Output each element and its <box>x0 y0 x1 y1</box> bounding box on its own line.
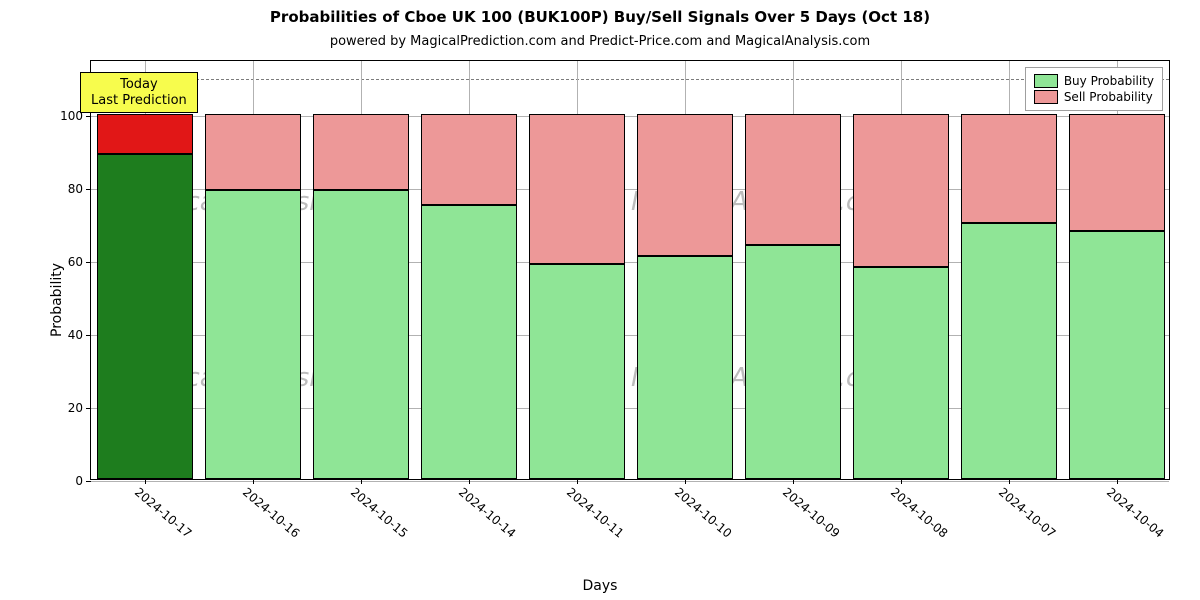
xtick-label: 2024-10-09 <box>780 485 842 541</box>
legend-label: Sell Probability <box>1064 90 1153 104</box>
xtick-label: 2024-10-11 <box>564 485 626 541</box>
bar-segment-sell <box>1069 114 1164 231</box>
xtick-mark <box>253 479 254 484</box>
bar-segment-sell <box>205 114 300 191</box>
xtick-label: 2024-10-08 <box>888 485 950 541</box>
legend-swatch <box>1034 90 1058 104</box>
annotation-line: Today <box>91 77 187 93</box>
xtick-label: 2024-10-17 <box>132 485 194 541</box>
xtick-label: 2024-10-16 <box>240 485 302 541</box>
bar-segment-sell <box>853 114 948 267</box>
ytick-label: 80 <box>68 182 91 196</box>
xtick-mark <box>685 479 686 484</box>
xtick-mark <box>469 479 470 484</box>
xtick-label: 2024-10-07 <box>996 485 1058 541</box>
annotation-today: TodayLast Prediction <box>80 72 198 113</box>
bar-segment-sell <box>421 114 516 205</box>
bar-segment-buy <box>637 256 732 479</box>
chart-subtitle: powered by MagicalPrediction.com and Pre… <box>0 34 1200 49</box>
bar-segment-buy <box>205 190 300 479</box>
x-axis-label: Days <box>583 578 618 594</box>
bar-segment-sell <box>745 114 840 245</box>
legend-swatch <box>1034 74 1058 88</box>
annotation-line: Last Prediction <box>91 93 187 109</box>
xtick-label: 2024-10-10 <box>672 485 734 541</box>
legend: Buy Probability Sell Probability <box>1025 67 1163 111</box>
xtick-mark <box>577 479 578 484</box>
legend-item: Buy Probability <box>1034 74 1154 88</box>
ytick-label: 60 <box>68 255 91 269</box>
ytick-label: 40 <box>68 328 91 342</box>
chart-container: Probabilities of Cboe UK 100 (BUK100P) B… <box>0 0 1200 600</box>
ytick-label: 20 <box>68 401 91 415</box>
bar-segment-sell <box>961 114 1056 224</box>
plot-area: MagicalAnalysis.comMagicalAnalysis.comMa… <box>90 60 1170 480</box>
bar-segment-sell <box>313 114 408 191</box>
xtick-mark <box>145 479 146 484</box>
bar-segment-buy <box>529 264 624 479</box>
xtick-mark <box>793 479 794 484</box>
bar-segment-buy <box>313 190 408 479</box>
bar-segment-buy <box>745 245 840 479</box>
bar-segment-sell <box>97 114 192 154</box>
xtick-label: 2024-10-14 <box>456 485 518 541</box>
chart-title: Probabilities of Cboe UK 100 (BUK100P) B… <box>0 8 1200 26</box>
bar-segment-buy <box>961 223 1056 479</box>
xtick-mark <box>1009 479 1010 484</box>
xtick-label: 2024-10-04 <box>1104 485 1166 541</box>
y-axis-label: Probability <box>49 263 65 337</box>
legend-label: Buy Probability <box>1064 74 1154 88</box>
legend-item: Sell Probability <box>1034 90 1154 104</box>
xtick-mark <box>361 479 362 484</box>
bar-segment-sell <box>529 114 624 264</box>
bar-segment-buy <box>421 205 516 479</box>
bar-segment-buy <box>1069 231 1164 479</box>
bar-segment-buy <box>97 154 192 479</box>
xtick-label: 2024-10-15 <box>348 485 410 541</box>
xtick-mark <box>901 479 902 484</box>
xtick-mark <box>1117 479 1118 484</box>
ytick-label: 0 <box>75 474 91 488</box>
bar-segment-buy <box>853 267 948 479</box>
bar-segment-sell <box>637 114 732 256</box>
